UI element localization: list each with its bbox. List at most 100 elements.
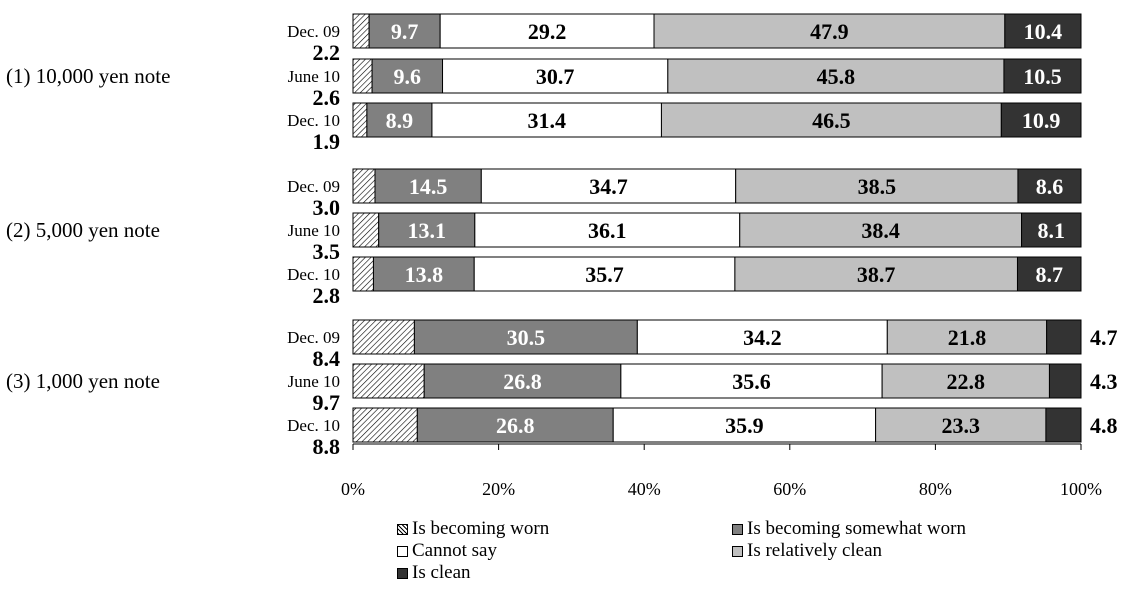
x-tick-label: 20%	[482, 479, 515, 499]
bar-segment-somewhat-worn	[416, 407, 614, 443]
legend-label-worn: Is becoming worn	[412, 518, 550, 539]
data-label: 10.5	[1023, 64, 1062, 89]
bar-segment-clean	[1000, 102, 1082, 138]
data-label: 8.6	[1036, 174, 1064, 199]
data-label: 4.3	[1090, 369, 1118, 394]
data-label: 38.7	[857, 262, 896, 287]
data-label: 26.8	[496, 413, 535, 438]
data-label: 3.5	[313, 239, 341, 264]
legend-label-relatively-clean: Is relatively clean	[747, 540, 883, 561]
bar-segment-cannot-say	[620, 363, 883, 399]
bar-segment-cannot-say	[431, 102, 662, 138]
data-label: 45.8	[817, 64, 856, 89]
row-label: Dec. 10	[287, 111, 340, 130]
data-label: 10.9	[1022, 108, 1061, 133]
bar-segment-clean	[1048, 363, 1082, 399]
data-label: 30.7	[536, 64, 575, 89]
data-label: 9.7	[391, 19, 419, 44]
bar-segment-worn	[352, 168, 376, 204]
row-label: June 10	[288, 372, 340, 391]
legend-item-somewhat-worn: Is becoming somewhat worn	[732, 518, 966, 540]
bar-segment-cannot-say	[480, 168, 737, 204]
bar-segment-relatively-clean	[739, 212, 1023, 248]
x-tick-label: 80%	[919, 479, 952, 499]
data-label: 30.5	[507, 325, 546, 350]
bar-segment-somewhat-worn	[413, 319, 638, 355]
data-label: 36.1	[588, 218, 627, 243]
legend-item-relatively-clean: Is relatively clean	[732, 540, 882, 562]
bar-segment-relatively-clean	[734, 256, 1018, 292]
bar-segment-relatively-clean	[653, 13, 1006, 49]
legend-item-cannot-say: Cannot say	[397, 540, 497, 562]
row-label: Dec. 09	[287, 22, 340, 41]
legend-swatch-clean	[397, 567, 408, 579]
row-label: Dec. 09	[287, 177, 340, 196]
bar-segment-worn	[352, 212, 380, 248]
bar-segment-somewhat-worn	[374, 168, 482, 204]
data-label: 23.3	[942, 413, 981, 438]
data-label: 22.8	[947, 369, 986, 394]
data-label: 21.8	[948, 325, 987, 350]
bar-segment-somewhat-worn	[372, 256, 475, 292]
data-label: 47.9	[810, 19, 849, 44]
data-label: 2.6	[313, 85, 341, 110]
data-label: 38.4	[861, 218, 900, 243]
data-label: 35.7	[585, 262, 624, 287]
data-label: 26.8	[503, 369, 542, 394]
bar-segment-relatively-clean	[886, 319, 1048, 355]
bar-segment-cannot-say	[439, 13, 655, 49]
legend-item-worn: Is becoming worn	[397, 518, 549, 540]
legend-swatch-worn	[397, 523, 408, 535]
x-tick-label: 40%	[628, 479, 661, 499]
bar-segment-worn	[352, 13, 370, 49]
data-label: 8.7	[1035, 262, 1063, 287]
row-label: Dec. 10	[287, 416, 340, 435]
bar-segment-clean	[1017, 168, 1082, 204]
data-label: 8.9	[386, 108, 414, 133]
bar-segment-cannot-say	[474, 212, 741, 248]
bar-segment-clean	[1016, 256, 1082, 292]
bar-segment-worn	[352, 102, 368, 138]
bar-segment-somewhat-worn	[366, 102, 433, 138]
bar-segment-worn	[352, 256, 374, 292]
data-label: 9.6	[394, 64, 422, 89]
data-label: 34.7	[589, 174, 628, 199]
data-label: 34.2	[743, 325, 782, 350]
data-label: 8.4	[313, 346, 341, 371]
group-label: (1) 10,000 yen note	[6, 64, 170, 88]
bar-segment-worn	[352, 363, 425, 399]
data-label: 3.0	[313, 195, 341, 220]
legend-item-clean: Is clean	[397, 562, 471, 584]
legend-label-cannot-say: Cannot say	[412, 540, 497, 561]
row-label: June 10	[288, 67, 340, 86]
legend-swatch-somewhat-worn	[732, 523, 743, 535]
legend-swatch-cannot-say	[397, 545, 408, 557]
bar-segment-somewhat-worn	[423, 363, 622, 399]
data-label: 35.6	[732, 369, 771, 394]
data-label: 13.8	[405, 262, 444, 287]
row-label: Dec. 09	[287, 328, 340, 347]
x-tick-label: 0%	[341, 479, 365, 499]
bar-segment-clean	[1045, 407, 1082, 443]
x-tick-label: 100%	[1060, 479, 1102, 499]
bar-segment-clean	[1003, 58, 1082, 94]
bar-segment-somewhat-worn	[368, 13, 441, 49]
bar-segment-worn	[352, 58, 373, 94]
group-label: (3) 1,000 yen note	[6, 369, 160, 393]
legend-label-somewhat-worn: Is becoming somewhat worn	[747, 518, 966, 539]
bar-segment-cannot-say	[473, 256, 736, 292]
bar-segment-relatively-clean	[667, 58, 1005, 94]
bar-segment-somewhat-worn	[378, 212, 476, 248]
legend-swatch-relatively-clean	[732, 545, 743, 557]
data-label: 38.5	[858, 174, 897, 199]
data-label: 8.1	[1038, 218, 1066, 243]
data-label: 2.2	[313, 40, 341, 65]
data-label: 4.8	[1090, 413, 1118, 438]
bar-segment-somewhat-worn	[371, 58, 444, 94]
row-label: Dec. 10	[287, 265, 340, 284]
data-label: 29.2	[528, 19, 567, 44]
bar-segment-worn	[352, 319, 415, 355]
data-label: 1.9	[313, 129, 341, 154]
data-label: 35.9	[725, 413, 764, 438]
